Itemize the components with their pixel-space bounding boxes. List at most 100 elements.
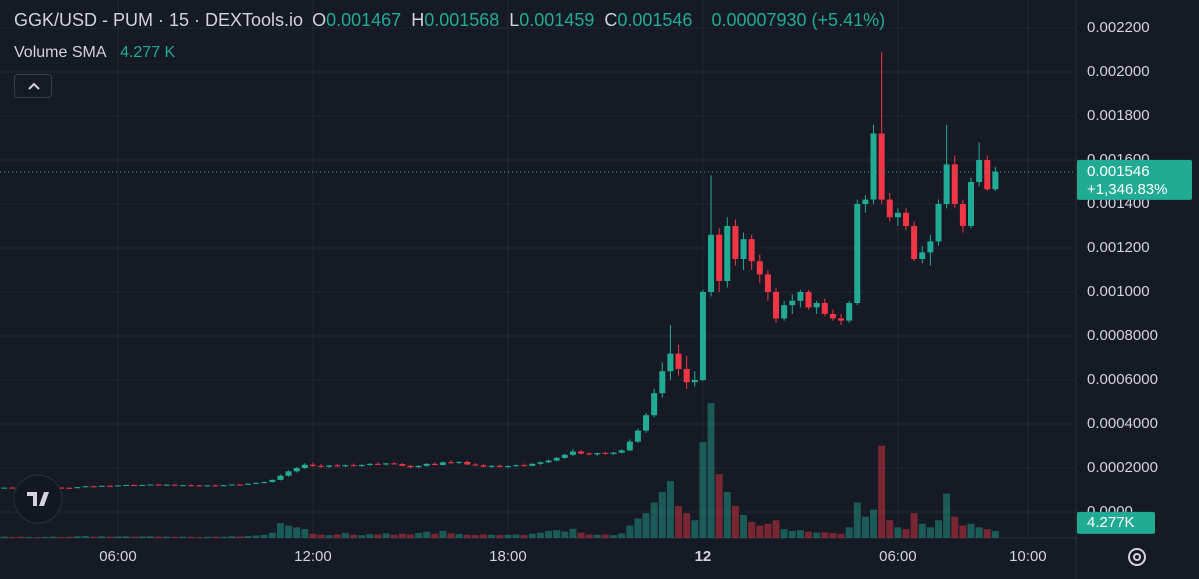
volume-bar [504, 534, 512, 538]
candle-body [683, 369, 690, 383]
candle-body [838, 318, 845, 321]
volume-bar [886, 520, 894, 538]
volume-bar [122, 536, 130, 538]
candle-body [959, 203, 966, 226]
volume-bar [561, 531, 569, 538]
candle-body [862, 199, 869, 204]
candle-body [943, 164, 950, 204]
volume-bar [73, 536, 81, 538]
candle-body [301, 464, 308, 469]
settings-core [1133, 553, 1141, 561]
volume-bar [325, 535, 333, 538]
candle-body [659, 371, 666, 394]
volume-bar [366, 534, 374, 538]
candle-body [374, 463, 381, 465]
x-tick-label: 12 [695, 548, 712, 565]
candle-body [131, 484, 138, 486]
ohlc-label: L [509, 10, 520, 30]
volume-bar [870, 509, 878, 538]
logo[interactable] [13, 474, 63, 524]
volume-bar [293, 527, 301, 538]
collapse-button[interactable] [14, 74, 52, 98]
candle-body [326, 465, 333, 467]
volume-bar [57, 536, 65, 538]
candle-body [155, 484, 162, 486]
candle-body [968, 181, 975, 226]
y-tick-label: 0.0004000 [1087, 415, 1158, 432]
candle-body [448, 462, 455, 464]
candle-body [188, 485, 195, 487]
volume-bar [545, 530, 553, 538]
candle-body [927, 241, 934, 253]
candle-body [204, 485, 211, 487]
candle-body [513, 465, 520, 467]
volume-bar [756, 525, 764, 538]
volume-bar [699, 442, 707, 538]
volume-bar [837, 533, 845, 538]
candle-body [139, 484, 146, 486]
volume-bar [902, 529, 910, 538]
volume-bar [512, 534, 520, 538]
volume-bar [268, 532, 276, 538]
candle-body [58, 487, 65, 489]
volume-bar [423, 531, 431, 538]
volume-sma-value: 4.277 K [120, 44, 176, 61]
volume-bar [236, 536, 244, 538]
volume-bar [935, 520, 943, 538]
candle-body [643, 415, 650, 431]
volume-bar [41, 536, 49, 538]
volume-bar [740, 514, 748, 538]
volume-bar [943, 493, 951, 538]
volume-bar [813, 532, 821, 538]
volume-bar [805, 531, 813, 538]
volume-bar [382, 533, 390, 538]
candle-body [773, 291, 780, 319]
volume-bar [845, 527, 853, 538]
candle-body [667, 353, 674, 372]
candle-body [98, 485, 105, 487]
volume-bar [496, 535, 504, 538]
volume-bar [569, 528, 577, 538]
candle-body [748, 239, 755, 262]
candle-body [618, 450, 625, 453]
volume-bar [796, 530, 804, 538]
candle-body [984, 159, 991, 190]
volume-bar [959, 525, 967, 538]
candle-body [90, 486, 97, 488]
candle-body [212, 485, 219, 487]
candle-body [82, 486, 89, 488]
volume-bar [821, 532, 829, 538]
ohlc-label: C [604, 10, 618, 30]
volume-bar [130, 536, 138, 538]
volume-bar [439, 530, 447, 538]
candle-body [561, 454, 568, 458]
candle-body [277, 475, 284, 480]
volume-bar [260, 534, 268, 538]
volume-bar [211, 536, 219, 538]
candle-body [886, 199, 893, 218]
title: GGK/USD - PUM · 15 · DEXTools.io [14, 10, 304, 30]
candle-body [399, 464, 406, 466]
candle-body [569, 451, 576, 455]
volume-sma-tag [1077, 511, 1155, 534]
volume-bar [610, 535, 618, 538]
candle-body [171, 484, 178, 486]
volume-bar [415, 533, 423, 538]
settings-icon[interactable] [1128, 548, 1146, 566]
volume-bar [520, 535, 528, 538]
ohlc-value: 0.001459 [519, 10, 595, 30]
volume-bar [228, 536, 236, 538]
volume-bar [618, 533, 626, 538]
volume-bar [772, 520, 780, 538]
candle-body [911, 225, 918, 259]
candle-body [261, 482, 268, 484]
ohlc-value: 0.001568 [424, 10, 500, 30]
candle-body [805, 291, 812, 308]
candle-body [228, 484, 235, 486]
candle-body [756, 261, 763, 275]
candle-body [764, 274, 771, 292]
candle-body [147, 484, 154, 486]
volume-bar [8, 536, 16, 538]
volume-bar [480, 534, 488, 538]
volume-bar [195, 536, 203, 538]
